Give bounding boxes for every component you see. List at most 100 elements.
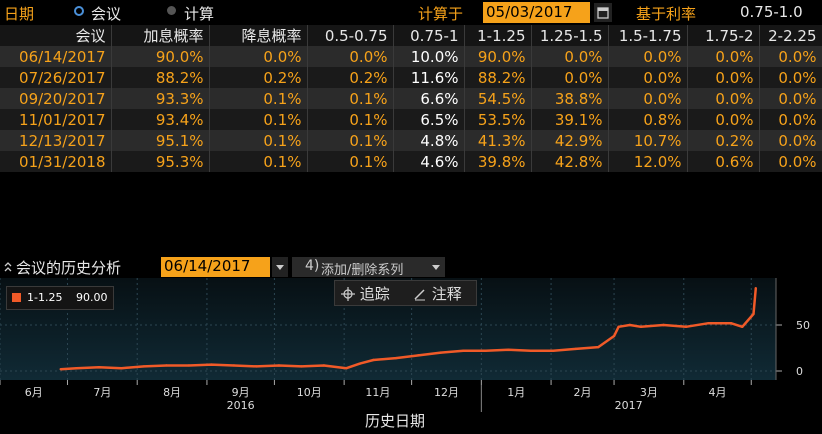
series-group [59,287,758,371]
col-header[interactable]: 0.75-1 [393,25,465,46]
meeting-date-cell: 06/14/2017 [0,46,112,67]
chart-legend[interactable]: 1-1.25 90.00 [6,286,114,310]
col-header[interactable]: 1.25-1.5 [531,25,609,46]
tab-meeting[interactable]: 会议 [91,5,122,23]
range-prob-cell: 0.0% [687,109,760,130]
calendar-button[interactable] [594,3,612,22]
data-point [612,334,616,338]
cut-prob-cell: 0.2% [209,67,308,88]
meeting-date-cell: 11/01/2017 [0,109,112,130]
data-point [300,365,303,368]
range-prob-cell: 0.0% [759,88,822,109]
col-header[interactable]: 2-2.25 [759,25,822,46]
x-tick-label: 2月 [574,386,592,399]
table-row[interactable]: 11/01/2017 93.4% 0.1% 0.1% 6.5% 53.5% 39… [0,109,822,130]
data-point [187,364,191,367]
range-prob-cell: 0.0% [687,46,760,67]
range-prob-cell: 10.7% [608,130,688,151]
range-prob-cell: 0.0% [759,130,822,151]
history-toolbar: 会议的历史分析 06/14/2017 4) 添加/删除系列 [0,256,822,278]
data-point [417,354,420,357]
data-point [277,364,281,367]
data-point [597,345,600,349]
range-prob-cell: 0.0% [759,46,822,67]
range-prob-cell: 39.1% [531,109,609,130]
range-prob-cell: 88.2% [464,67,532,88]
data-point [552,349,555,352]
crosshair-icon [341,287,355,301]
dropdown-arrow-icon [432,265,440,270]
calc-label: 计算于 [418,5,464,23]
cut-prob-cell: 0.0% [209,46,308,67]
calc-date-value: 05/03/2017 [486,3,573,21]
history-meeting-dropdown[interactable] [272,257,288,277]
col-header[interactable]: 0.5-0.75 [307,25,394,46]
col-header[interactable]: 加息概率 [111,25,210,46]
annotate-button[interactable]: 注释 [413,283,462,304]
probability-table: 会议 加息概率 降息概率 0.5-0.75 0.75-1 1-1.25 1.25… [0,25,822,172]
data-point [462,349,465,352]
x-tick-label: 1月 [507,386,525,399]
data-point [662,323,665,327]
col-header[interactable]: 1.5-1.75 [608,25,688,46]
data-point [372,358,375,362]
col-header[interactable]: 降息概率 [209,25,308,46]
cut-prob-cell: 0.1% [209,109,308,130]
range-prob-cell: 0.0% [687,88,760,109]
table-row[interactable]: 12/13/2017 95.1% 0.1% 0.1% 4.8% 41.3% 42… [0,130,822,151]
range-prob-cell: 0.6% [687,151,760,172]
table-row[interactable]: 06/14/2017 90.0% 0.0% 0.0% 10.0% 90.0% 0… [0,46,822,67]
year-label: 2016 [227,399,255,412]
data-point [754,287,757,290]
data-point [507,348,510,352]
col-header[interactable]: 1-1.25 [464,25,532,46]
data-point [232,364,236,367]
collapse-toggle-icon[interactable] [3,261,13,273]
range-prob-cell: 0.1% [307,151,394,172]
meeting-date-cell: 07/26/2017 [0,67,112,88]
col-header[interactable]: 1.75-2 [687,25,760,46]
table-row[interactable]: 07/26/2017 88.2% 0.2% 0.2% 11.6% 88.2% 0… [0,67,822,88]
cut-prob-cell: 0.1% [209,130,308,151]
range-prob-cell: 53.5% [464,109,532,130]
hike-prob-cell: 95.1% [111,130,210,151]
bracket-icon: 4) [305,258,320,274]
year-label: 2017 [615,399,643,412]
table-header-row: 会议 加息概率 降息概率 0.5-0.75 0.75-1 1-1.25 1.25… [0,25,822,46]
tab-calc[interactable]: 计算 [184,5,215,23]
add-remove-series-label: 添加/删除系列 [321,263,404,278]
col-header[interactable]: 会议 [0,25,112,46]
history-meeting-select[interactable]: 06/14/2017 [161,257,270,277]
dropdown-arrow-icon [276,265,284,270]
data-point [165,364,168,367]
radio-selected-icon [74,6,84,16]
x-tick-label: 7月 [93,386,111,399]
tab-date[interactable]: 日期 [4,5,35,23]
range-prob-cell: 0.2% [307,67,394,88]
data-point [617,325,620,329]
hike-prob-cell: 95.3% [111,151,210,172]
data-point [322,364,326,367]
base-rate-value: 0.75-1.0 [740,3,803,21]
add-remove-series-button[interactable]: 4) 添加/删除系列 [292,257,445,278]
calc-date-field[interactable]: 05/03/2017 [483,2,590,23]
range-prob-cell: 0.1% [307,109,394,130]
hike-prob-cell: 90.0% [111,46,210,67]
data-point [345,367,348,370]
annotate-label: 注释 [431,285,462,303]
range-prob-cell: 6.5% [393,109,465,130]
axis-ticks: 0 50 6月 7月 8月 9月 10月 11月 12月 1月 2月 3月 4月 2016 2017 [0,278,810,412]
data-point [484,349,488,352]
data-point [639,325,643,329]
table-row[interactable]: 09/20/2017 93.3% 0.1% 0.1% 6.6% 54.5% 38… [0,88,822,109]
range-prob-cell: 0.0% [608,46,688,67]
table-row[interactable]: 01/31/2018 95.3% 0.1% 0.1% 4.6% 39.8% 42… [0,151,822,172]
data-point [210,363,213,366]
hike-prob-cell: 93.4% [111,109,210,130]
trace-button[interactable]: 追踪 [341,283,390,304]
y-tick-label: 50 [796,319,810,332]
data-point [142,365,146,368]
range-prob-cell: 0.0% [759,151,822,172]
range-prob-cell: 39.8% [464,151,532,172]
range-prob-cell: 0.0% [307,46,394,67]
